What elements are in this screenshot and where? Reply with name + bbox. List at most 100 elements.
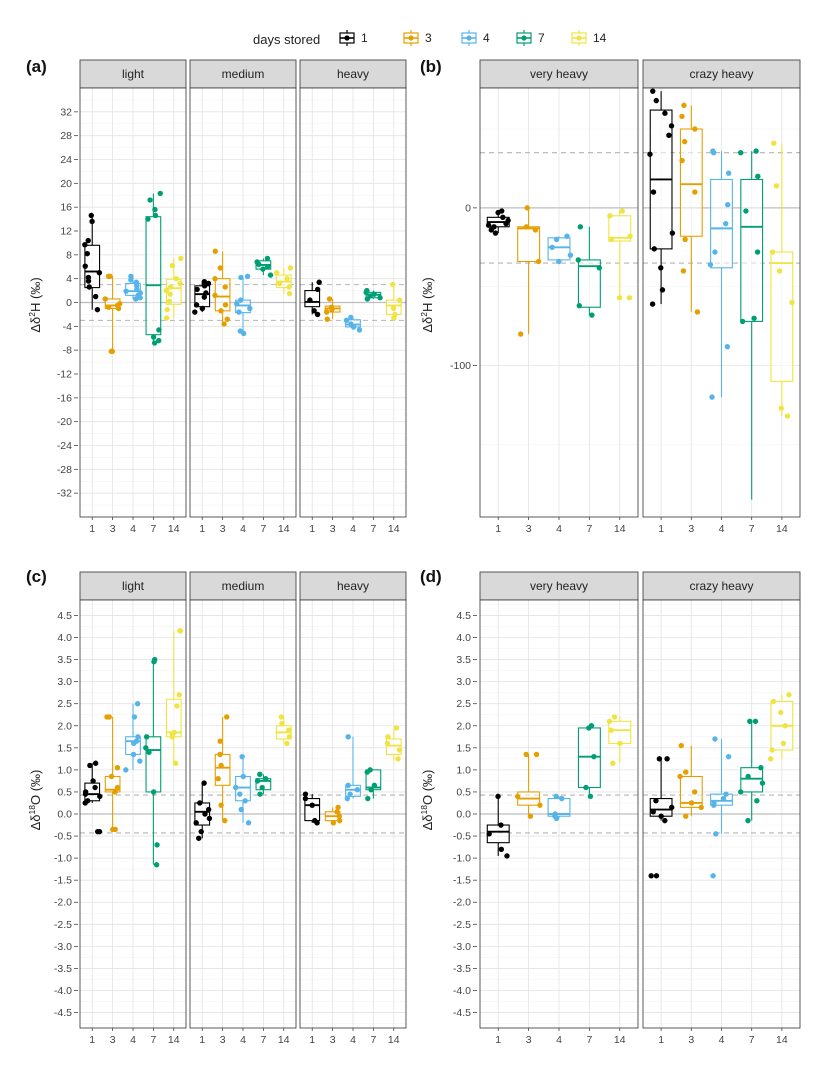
box xyxy=(770,251,794,382)
y-tick-label: -2.5 xyxy=(453,919,471,931)
data-point xyxy=(85,237,91,244)
data-point xyxy=(222,302,229,308)
data-point xyxy=(769,747,775,753)
boxplot-day-4 xyxy=(343,314,363,333)
x-tick-label: 14 xyxy=(168,1034,180,1046)
data-point xyxy=(194,286,200,293)
boxplot-day-3 xyxy=(677,742,704,819)
data-point xyxy=(607,213,613,219)
boxplot-day-1 xyxy=(304,279,322,318)
data-point xyxy=(87,762,93,769)
box xyxy=(145,216,162,336)
box xyxy=(740,767,764,793)
y-axis-title: Δδ2H (‰) xyxy=(27,277,43,332)
x-tick-label: 1 xyxy=(658,523,664,535)
x-tick-label: 4 xyxy=(556,1034,562,1046)
x-tick-label: 3 xyxy=(220,1034,226,1046)
box xyxy=(679,775,703,808)
y-tick-label: -32 xyxy=(57,488,72,500)
data-point xyxy=(286,290,293,297)
x-tick-label: 14 xyxy=(168,523,180,535)
x-tick-label: 14 xyxy=(388,523,400,535)
x-tick-label: 7 xyxy=(260,523,266,535)
data-point xyxy=(396,747,403,753)
boxplot-day-14 xyxy=(607,208,633,301)
y-tick-label: -24 xyxy=(57,440,72,452)
facet-strip-label: very heavy xyxy=(530,67,588,81)
data-point xyxy=(286,284,292,290)
x-tick-label: 14 xyxy=(776,1034,788,1046)
data-point xyxy=(254,778,261,784)
data-point xyxy=(688,800,695,806)
data-point xyxy=(698,804,704,811)
data-point xyxy=(658,265,664,271)
data-point xyxy=(786,692,792,698)
data-point xyxy=(96,270,103,276)
boxplot-day-7 xyxy=(363,287,383,302)
data-point xyxy=(264,264,271,270)
data-point xyxy=(215,776,221,782)
data-point xyxy=(88,212,94,219)
data-point xyxy=(172,760,179,766)
data-point xyxy=(486,831,492,837)
y-tick-label: -2.0 xyxy=(54,897,72,909)
data-point xyxy=(725,753,732,760)
data-point xyxy=(114,784,121,791)
boxplot-day-14 xyxy=(274,265,294,297)
data-point xyxy=(773,183,780,189)
data-point xyxy=(650,88,656,94)
facet-strip xyxy=(479,59,639,89)
legend-key-dot xyxy=(466,35,472,41)
x-tick-label: 4 xyxy=(240,1034,246,1046)
data-point xyxy=(146,749,152,755)
data-point xyxy=(334,809,340,815)
x-tick-label: 7 xyxy=(586,1034,592,1046)
data-point xyxy=(151,659,157,665)
data-point xyxy=(662,110,668,116)
boxplot-day-7 xyxy=(738,718,766,824)
data-point xyxy=(109,348,116,355)
x-tick-label: 1 xyxy=(495,523,501,535)
y-tick-label: -1.5 xyxy=(54,875,72,887)
boxplot-day-14 xyxy=(275,714,293,747)
data-point xyxy=(173,275,180,282)
boxplot-day-1 xyxy=(82,212,103,313)
data-point xyxy=(767,756,774,762)
boxplot-day-3 xyxy=(514,751,543,819)
data-point xyxy=(287,265,294,271)
data-point xyxy=(556,258,562,265)
data-point xyxy=(758,764,764,771)
data-point xyxy=(256,261,262,268)
data-point xyxy=(553,236,560,243)
data-point xyxy=(257,791,263,797)
data-point xyxy=(89,218,95,225)
data-point xyxy=(586,725,592,731)
data-point xyxy=(658,813,664,819)
data-point xyxy=(241,330,247,337)
data-point xyxy=(344,795,351,802)
legend-title: days stored xyxy=(253,32,320,47)
data-point xyxy=(84,250,90,257)
y-axis-title-base: Δδ xyxy=(28,317,43,333)
data-point xyxy=(527,813,534,819)
boxplot-day-7 xyxy=(145,190,163,346)
data-point xyxy=(524,205,530,211)
boxplot-day-4 xyxy=(707,148,733,400)
data-point xyxy=(150,334,157,340)
y-tick-label: 3.0 xyxy=(456,676,471,688)
box xyxy=(679,128,703,237)
data-point xyxy=(134,286,140,293)
data-point xyxy=(610,760,616,766)
legend-key-3: 3 xyxy=(403,30,432,46)
boxplot-day-7 xyxy=(254,771,272,797)
y-tick-label: 2.0 xyxy=(456,720,471,732)
data-point xyxy=(130,751,137,758)
data-point xyxy=(647,151,653,157)
y-tick-label: 12 xyxy=(60,226,72,238)
data-point xyxy=(651,246,657,252)
data-point xyxy=(549,244,555,250)
data-point xyxy=(105,304,112,310)
data-point xyxy=(82,800,88,806)
data-point xyxy=(147,197,153,203)
boxplot-day-7 xyxy=(364,767,382,802)
